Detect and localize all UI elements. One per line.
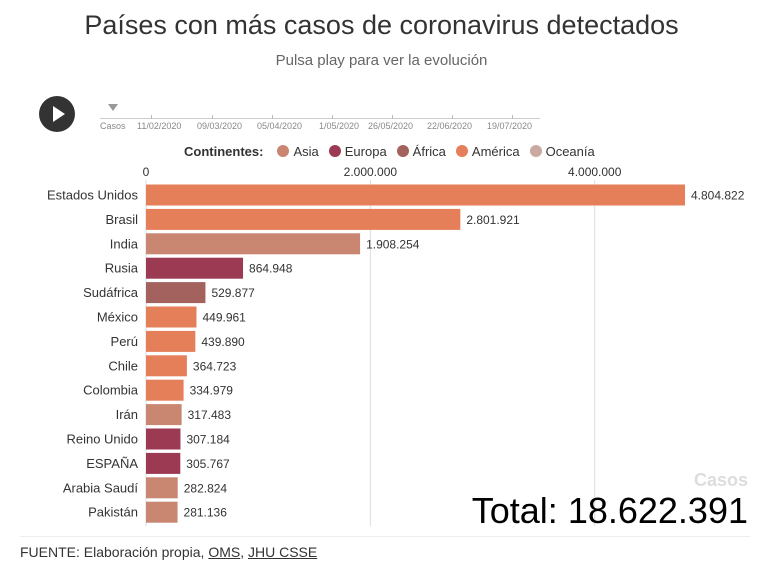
timeline-label: 09/03/2020: [197, 121, 243, 131]
legend-title: Continentes:: [184, 143, 264, 159]
legend: Continentes: Asia Europa África América …: [184, 142, 605, 160]
category-label: ESPAÑA: [86, 456, 138, 471]
data-label: 529.877: [211, 286, 255, 300]
category-label: Irán: [116, 407, 138, 422]
category-label: México: [97, 310, 138, 325]
timeline-label: 26/05/2020: [368, 121, 414, 131]
chart-subtitle: Pulsa play para ver la evolución: [275, 52, 488, 69]
bar-chart: 0 2.000.000 4.000.000 Estados Unidos 4.804.8…: [47, 165, 745, 527]
legend-swatch: [396, 145, 409, 157]
timeline-tick: [512, 115, 513, 119]
timeline-label: 05/04/2020: [257, 121, 303, 131]
timeline-label: Casos: [100, 121, 126, 131]
data-label: 864.948: [249, 262, 293, 276]
category-label: Rusia: [105, 261, 139, 276]
bar: [146, 477, 178, 499]
data-label: 282.824: [184, 481, 228, 495]
data-label: 439.890: [201, 335, 245, 349]
source-line: FUENTE: Elaboración propia, OMS, JHU CSS…: [20, 544, 317, 560]
chart-title: Países con más casos de coronavirus dete…: [84, 10, 679, 40]
legend-item-europa[interactable]: Europa: [328, 143, 387, 159]
legend-label: Europa: [344, 143, 387, 159]
play-button[interactable]: [39, 96, 75, 132]
legend-item-africa[interactable]: África: [396, 143, 446, 159]
data-label: 281.136: [184, 506, 228, 520]
bar: [146, 428, 181, 450]
bar: [146, 306, 197, 328]
category-label: Perú: [111, 334, 138, 349]
legend-swatch: [277, 145, 290, 157]
bar: [146, 282, 206, 304]
timeline-label: 1/05/2020: [319, 121, 360, 131]
legend-item-asia[interactable]: Asia: [277, 143, 319, 159]
x-tick-label: 0: [143, 165, 150, 179]
timeline-tick: [392, 115, 393, 119]
bar: [146, 208, 461, 230]
source-link-jhu[interactable]: JHU CSSE: [247, 544, 318, 560]
data-label: 305.767: [186, 457, 230, 471]
play-icon: [53, 106, 65, 122]
timeline-label: 19/07/2020: [487, 121, 533, 131]
data-label: 2.801.921: [466, 213, 520, 227]
bar: [146, 355, 187, 377]
casos-label: Casos: [693, 470, 748, 490]
source-separator: ,: [240, 544, 248, 560]
bar: [146, 404, 182, 426]
source-link-oms[interactable]: OMS: [208, 544, 241, 560]
total-cases: Total: 18.622.391: [471, 490, 748, 531]
bar: [146, 233, 361, 255]
divider: [20, 536, 750, 537]
data-label: 307.184: [186, 433, 230, 447]
category-label: Estados Unidos: [47, 188, 139, 203]
legend-swatch: [529, 145, 542, 157]
timeline-label: 11/02/2020: [137, 121, 182, 131]
timeline-track[interactable]: [100, 118, 540, 119]
timeline-tick: [151, 115, 152, 119]
bar: [146, 330, 196, 352]
legend-item-oceania[interactable]: Oceanía: [529, 143, 595, 159]
timeline-label: 22/06/2020: [427, 121, 473, 131]
category-label: Brasil: [105, 212, 138, 227]
legend-item-america[interactable]: América: [455, 143, 520, 159]
bar: [146, 184, 685, 206]
x-tick-label: 4.000.000: [568, 165, 622, 179]
legend-swatch: [328, 145, 341, 157]
data-label: 364.723: [193, 359, 237, 373]
bar: [146, 379, 184, 401]
data-label: 449.961: [202, 311, 246, 325]
data-label: 1.908.254: [366, 237, 420, 251]
data-label: 4.804.822: [691, 189, 745, 203]
timeline-tick: [332, 115, 333, 119]
category-label: Pakistán: [88, 505, 138, 520]
legend-label: América: [471, 143, 520, 159]
source-prefix: FUENTE: Elaboración propia,: [20, 544, 209, 560]
legend-label: África: [412, 143, 446, 159]
data-label: 334.979: [190, 384, 234, 398]
category-label: Colombia: [83, 383, 139, 398]
timeline-handle[interactable]: [108, 104, 118, 111]
bar: [146, 501, 178, 523]
x-tick-label: 2.000.000: [344, 165, 398, 179]
legend-swatch: [455, 145, 468, 157]
timeline-tick: [452, 115, 453, 119]
data-label: 317.483: [188, 408, 232, 422]
category-label: Arabia Saudí: [63, 480, 139, 495]
bar: [146, 257, 244, 279]
category-label: Sudáfrica: [83, 285, 139, 300]
timeline-slider[interactable]: Casos 11/02/2020 09/03/2020 05/04/2020 1…: [100, 104, 550, 134]
category-label: Chile: [108, 358, 138, 373]
legend-label: Oceanía: [545, 143, 595, 159]
timeline-tick: [212, 115, 213, 119]
category-label: India: [110, 236, 139, 251]
bar: [146, 452, 181, 474]
category-label: Reino Unido: [66, 432, 138, 447]
legend-label: Asia: [293, 143, 319, 159]
timeline-tick: [272, 115, 273, 119]
